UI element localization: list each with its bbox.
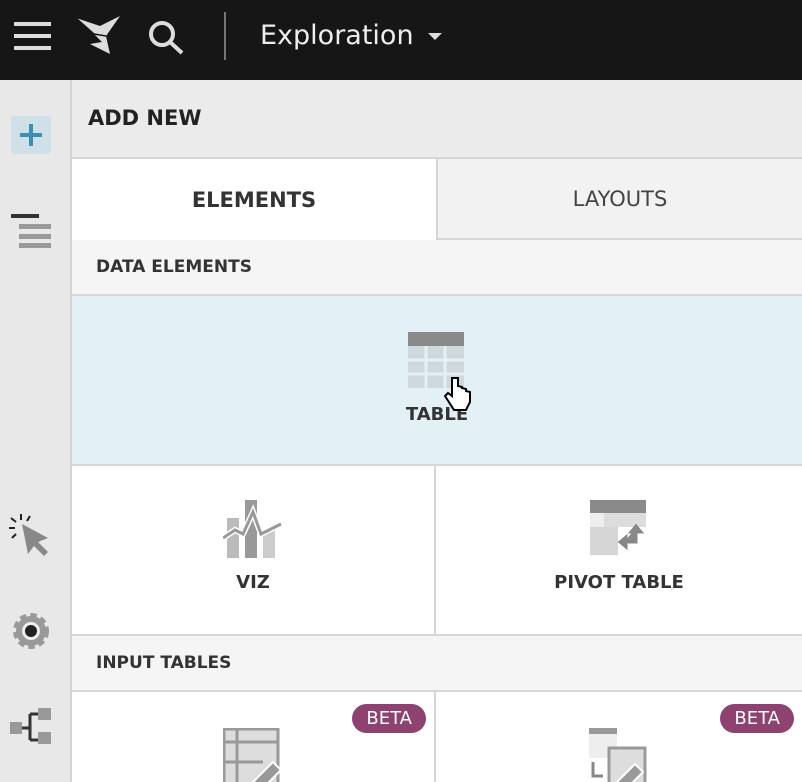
interaction-icon[interactable]: [8, 512, 52, 556]
tab-layouts[interactable]: LAYOUTS: [436, 159, 802, 240]
workbook-title-dropdown[interactable]: Exploration: [260, 20, 414, 51]
hierarchy-icon[interactable]: [10, 708, 54, 748]
add-new-panel: ADD NEW ELEMENTS LAYOUTS DATA ELEMENTS T…: [72, 80, 802, 782]
section-input-tables: INPUT TABLES: [72, 636, 802, 692]
linked-input-table-icon: [589, 728, 647, 782]
workbook-title: Exploration: [260, 20, 414, 51]
element-viz[interactable]: VIZ: [72, 466, 436, 636]
input-table-empty[interactable]: BETA: [72, 692, 436, 782]
caret-down-icon[interactable]: [428, 33, 442, 41]
viz-icon: [223, 500, 283, 558]
outline-icon[interactable]: [11, 214, 53, 248]
section-data-elements: DATA ELEMENTS: [72, 240, 802, 296]
divider: [224, 12, 226, 60]
left-sidebar: [0, 80, 72, 782]
element-label: PIVOT TABLE: [554, 572, 684, 593]
logo-icon: [76, 16, 120, 54]
panel-header: ADD NEW: [72, 80, 802, 159]
element-table[interactable]: TABLE: [72, 296, 802, 466]
add-new-button[interactable]: [11, 116, 51, 154]
pivot-table-icon: [590, 500, 646, 555]
settings-icon[interactable]: [11, 610, 51, 652]
beta-badge: BETA: [720, 704, 794, 733]
hand-cursor-icon: [444, 377, 471, 411]
search-icon[interactable]: [148, 20, 188, 56]
tab-label: LAYOUTS: [572, 186, 668, 211]
tab-label: ELEMENTS: [191, 187, 317, 212]
plus-icon: [20, 124, 42, 146]
top-bar: Exploration: [0, 0, 802, 80]
menu-icon[interactable]: [14, 22, 52, 52]
element-pivot-table[interactable]: PIVOT TABLE: [436, 466, 802, 636]
input-table-linked[interactable]: BETA: [436, 692, 802, 782]
input-table-icon: [223, 728, 283, 782]
beta-badge: BETA: [352, 704, 426, 733]
tab-elements[interactable]: ELEMENTS: [72, 159, 436, 240]
element-label: VIZ: [236, 572, 270, 593]
